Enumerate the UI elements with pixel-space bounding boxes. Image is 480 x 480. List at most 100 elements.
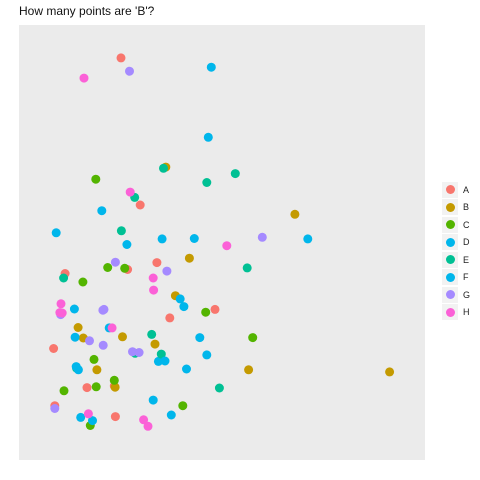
point-C-6	[248, 333, 258, 343]
point-G-4	[110, 257, 120, 267]
point-C-1	[91, 174, 101, 184]
legend-label-C: C	[463, 219, 470, 230]
point-F-1	[97, 206, 107, 216]
point-B-8	[150, 339, 160, 349]
legend-key-C	[442, 216, 458, 233]
legend-label-E: E	[463, 254, 470, 265]
point-E-8	[147, 329, 157, 339]
point-B-10	[110, 382, 120, 392]
point-D-1	[206, 62, 216, 72]
point-F-5	[73, 365, 83, 375]
point-A-5	[152, 258, 162, 268]
legend-key-A	[442, 181, 458, 198]
point-F-8	[202, 350, 212, 360]
chart-title: How many points are 'B'?	[19, 4, 155, 18]
legend-label-A: A	[463, 184, 470, 195]
legend-dot-E	[445, 255, 455, 265]
point-A-12	[210, 304, 220, 314]
legend-item-F: F	[442, 269, 470, 287]
point-C-10	[59, 386, 69, 396]
point-D-10	[70, 332, 80, 342]
legend-item-C: C	[442, 216, 470, 234]
point-E-12	[214, 383, 224, 393]
legend-dot-G	[445, 290, 455, 300]
point-G-2	[257, 232, 267, 242]
point-H-9	[107, 323, 117, 333]
point-E-2	[230, 169, 240, 179]
legend-item-E: E	[442, 251, 470, 269]
legend-dot-B	[445, 202, 455, 212]
point-H-8	[57, 308, 67, 318]
point-H-2	[125, 187, 135, 197]
legend-dot-F	[445, 272, 455, 282]
point-H-4	[148, 273, 158, 283]
point-F-2	[51, 228, 61, 238]
point-D-11	[195, 333, 205, 343]
legend-label-D: D	[463, 237, 470, 248]
legend-item-A: A	[442, 181, 470, 199]
point-D-12	[153, 356, 163, 366]
point-F-12	[88, 416, 97, 426]
point-A-2	[135, 200, 145, 210]
point-H-3	[222, 241, 232, 251]
point-C-2	[103, 263, 113, 272]
point-B-9	[92, 365, 102, 375]
legend-key-G	[442, 286, 458, 303]
point-G-10	[128, 347, 137, 357]
legend-item-H: H	[442, 304, 470, 322]
point-H-12	[139, 415, 149, 425]
point-A-6	[165, 313, 175, 323]
point-D-6	[303, 234, 313, 244]
point-A-1	[116, 53, 126, 63]
legend-item-G: G	[442, 286, 470, 304]
point-A-8	[82, 383, 92, 393]
legend-key-H	[442, 304, 458, 321]
point-E-6	[242, 263, 252, 273]
point-B-11	[244, 365, 254, 375]
legend-key-E	[442, 251, 458, 268]
point-F-10	[166, 410, 176, 420]
point-E-5	[116, 226, 126, 236]
point-G-11	[134, 348, 144, 357]
point-H-5	[149, 285, 159, 295]
point-H-6	[56, 299, 66, 309]
legend-item-D: D	[442, 234, 470, 252]
point-F-9	[148, 395, 158, 405]
legend-key-D	[442, 234, 458, 251]
point-E-1	[159, 163, 168, 173]
legend-label-B: B	[463, 202, 470, 213]
point-D-8	[179, 302, 189, 312]
point-C-7	[89, 354, 99, 364]
point-B-12	[385, 367, 395, 377]
point-F-3	[69, 304, 79, 314]
legend-label-F: F	[463, 272, 469, 283]
legend-dot-D	[445, 237, 455, 247]
point-C-3	[78, 277, 88, 287]
point-B-7	[118, 332, 127, 342]
legend-label-H: H	[463, 307, 470, 318]
point-D-7	[175, 294, 185, 304]
point-E-3	[202, 178, 212, 187]
point-F-11	[76, 412, 86, 422]
legend-dot-H	[445, 307, 455, 317]
point-D-5	[189, 234, 199, 243]
point-D-2	[203, 132, 213, 142]
legend-item-B: B	[442, 199, 470, 217]
point-B-2	[290, 209, 300, 219]
point-A-11	[110, 412, 120, 422]
legend-key-B	[442, 199, 458, 216]
point-C-11	[178, 401, 188, 411]
point-H-11	[143, 421, 153, 431]
point-G-1	[125, 66, 134, 76]
point-A-7	[49, 344, 59, 353]
point-G-3	[162, 266, 172, 276]
point-F-6	[160, 356, 170, 366]
legend-dot-A	[445, 185, 455, 195]
point-D-3	[122, 240, 132, 249]
point-H-1	[79, 73, 89, 83]
point-E-7	[59, 273, 69, 283]
point-C-4	[120, 263, 130, 273]
point-B-3	[184, 253, 194, 263]
